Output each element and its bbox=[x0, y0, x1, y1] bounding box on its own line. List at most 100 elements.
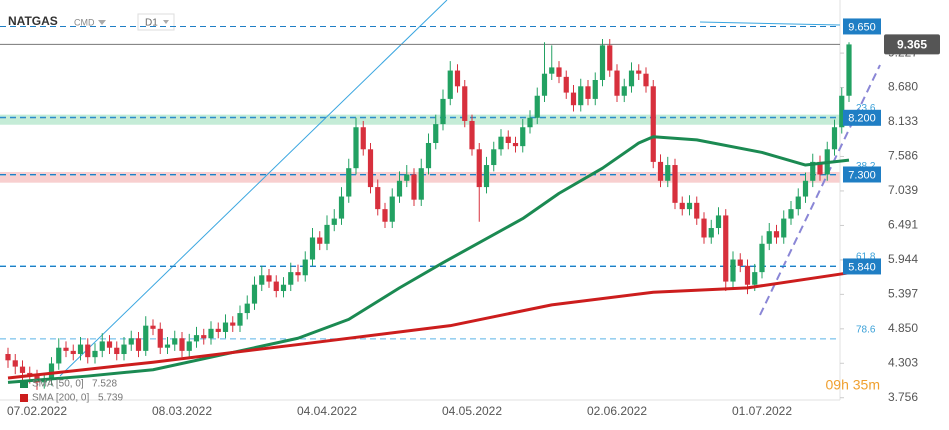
candle-body bbox=[520, 127, 526, 147]
candle-body bbox=[324, 224, 330, 244]
candle-body bbox=[346, 168, 352, 197]
candle-body bbox=[498, 136, 504, 150]
dropdown-icon[interactable] bbox=[98, 20, 106, 25]
level-label: 7.300 bbox=[848, 169, 876, 181]
y-tick-label: 4.850 bbox=[888, 321, 918, 335]
candle-body bbox=[541, 73, 548, 96]
candle-body bbox=[737, 259, 743, 266]
candle-body bbox=[701, 218, 707, 238]
candle-body bbox=[592, 80, 598, 99]
level-box bbox=[843, 18, 881, 35]
candle-body bbox=[650, 86, 656, 162]
candle-body bbox=[12, 360, 18, 367]
candle-body bbox=[447, 70, 453, 99]
candle-body bbox=[491, 149, 497, 166]
candle-body bbox=[106, 341, 113, 348]
candle-body bbox=[549, 67, 555, 74]
legend-swatch bbox=[20, 394, 28, 402]
level-box bbox=[843, 109, 881, 126]
candle-body bbox=[607, 45, 613, 71]
trend-line bbox=[59, 0, 448, 377]
candle-body bbox=[302, 259, 308, 276]
level-label: 9.650 bbox=[848, 21, 876, 33]
candle-body bbox=[121, 344, 127, 355]
legend-name: SMA [200, 0] bbox=[32, 393, 89, 404]
candle-body bbox=[759, 243, 765, 273]
candle-body bbox=[19, 366, 26, 373]
candle-body bbox=[810, 161, 816, 181]
y-tick-label: 4.303 bbox=[888, 355, 918, 369]
candle-body bbox=[527, 117, 533, 128]
candle-body bbox=[454, 70, 461, 87]
candle-body bbox=[172, 338, 178, 345]
x-tick-label: 04.04.2022 bbox=[297, 404, 357, 418]
trend-line bbox=[759, 64, 881, 316]
candle-body bbox=[744, 265, 751, 285]
candle-body bbox=[309, 237, 316, 260]
candle-body bbox=[70, 350, 76, 355]
candle-body bbox=[367, 149, 374, 188]
candle-body bbox=[396, 180, 403, 197]
symbol: NATGAS bbox=[8, 14, 58, 28]
y-tick-label: 7.039 bbox=[888, 183, 918, 197]
candle-body bbox=[679, 202, 685, 210]
y-tick-label: 7.586 bbox=[888, 149, 918, 163]
y-tick-label: 5.397 bbox=[888, 287, 918, 301]
candle-body bbox=[708, 228, 714, 238]
x-tick-label: 07.02.2022 bbox=[7, 404, 67, 418]
fib-label: 23.6 bbox=[856, 103, 876, 114]
candle-body bbox=[193, 335, 200, 342]
y-tick-label: 6.491 bbox=[888, 218, 918, 232]
candle-body bbox=[63, 347, 69, 351]
x-tick-label: 01.07.2022 bbox=[732, 404, 792, 418]
dropdown-icon[interactable] bbox=[163, 20, 169, 24]
candle-body bbox=[92, 350, 98, 358]
candle-body bbox=[251, 284, 258, 304]
candle-body bbox=[114, 347, 120, 355]
candle-body bbox=[201, 335, 207, 339]
fib-label: 38.2 bbox=[856, 161, 876, 172]
legend-name: SMA [50, 0] bbox=[32, 379, 84, 390]
candle-body bbox=[5, 354, 11, 361]
candle-body bbox=[643, 73, 649, 87]
candle-body bbox=[766, 231, 772, 244]
level-box bbox=[843, 166, 881, 183]
candle-body bbox=[425, 142, 432, 169]
candle-body bbox=[846, 44, 852, 96]
candle-body bbox=[48, 363, 55, 380]
candle-body bbox=[469, 120, 475, 150]
candle-body bbox=[628, 70, 635, 87]
candle-body bbox=[280, 284, 287, 292]
candle-body bbox=[578, 86, 584, 106]
candle-body bbox=[686, 202, 693, 210]
candle-body bbox=[157, 328, 163, 348]
candle-body bbox=[404, 174, 410, 181]
candle-body bbox=[382, 209, 388, 222]
candle-body bbox=[817, 161, 823, 175]
candle-body bbox=[338, 196, 345, 219]
x-tick-label: 02.06.2022 bbox=[587, 404, 647, 418]
candle-body bbox=[788, 209, 794, 219]
market[interactable]: CMD bbox=[74, 17, 95, 27]
candle-body bbox=[128, 338, 134, 345]
price-box bbox=[884, 34, 940, 55]
candle-body bbox=[730, 259, 736, 282]
candle-body bbox=[802, 180, 809, 197]
candle-body bbox=[389, 196, 395, 222]
candle-body bbox=[273, 281, 279, 292]
candle-body bbox=[164, 344, 171, 348]
candle-body bbox=[56, 347, 62, 364]
candle-body bbox=[752, 272, 758, 285]
candle-body bbox=[222, 322, 229, 332]
candle-body bbox=[99, 341, 105, 351]
candle-body bbox=[781, 218, 787, 238]
legend-swatch bbox=[20, 380, 28, 388]
candle-body bbox=[715, 215, 722, 229]
candle-body bbox=[143, 325, 149, 351]
candle-body bbox=[317, 237, 323, 244]
interval[interactable]: D1 bbox=[145, 18, 158, 29]
candle-body bbox=[570, 92, 577, 106]
candle-body bbox=[230, 322, 236, 326]
candle-body bbox=[599, 45, 606, 80]
